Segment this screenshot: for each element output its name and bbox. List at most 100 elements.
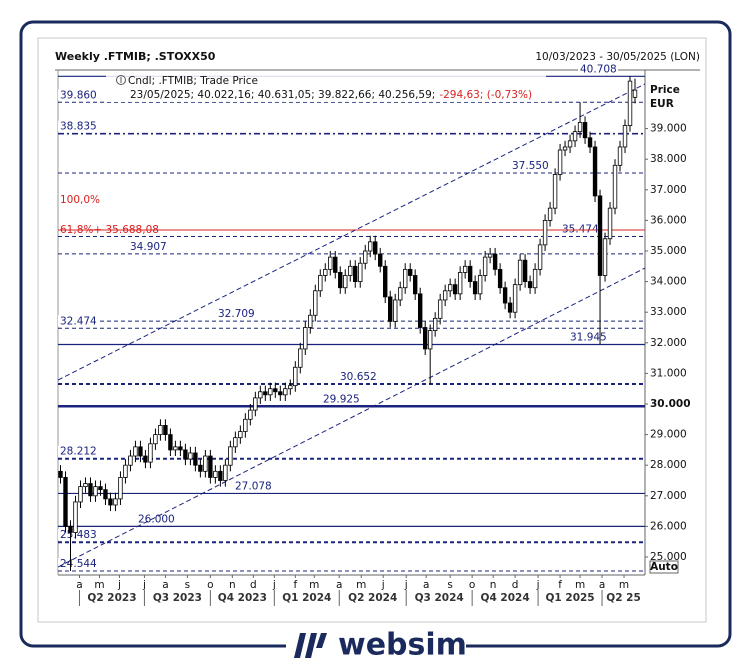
logo-stroke — [305, 633, 317, 658]
level-label: 27.078 — [235, 480, 272, 492]
legend-title: Cndl; .FTMIB; Trade Price — [128, 75, 258, 87]
candle-body — [58, 470, 63, 478]
candle-body — [168, 434, 173, 451]
y-tick-label: 26.000 — [650, 520, 687, 532]
panel — [37, 37, 707, 623]
level-label: 40.708 — [580, 63, 617, 75]
candle-body — [388, 296, 393, 322]
y-tick-label: 27.000 — [650, 490, 687, 502]
candle-body — [442, 290, 448, 301]
y-tick-label: 37.000 — [650, 184, 687, 196]
auto-label[interactable]: Auto — [650, 561, 678, 573]
auto-box[interactable] — [649, 560, 679, 574]
level-label-bg — [338, 371, 378, 383]
x-tick-label: f — [293, 579, 297, 591]
level-label: 28.212 — [60, 446, 97, 458]
candle-body — [477, 275, 483, 295]
x-tick-label: m — [619, 579, 629, 591]
candle-body — [338, 272, 343, 289]
level-label: 24.544 — [60, 558, 97, 570]
candle-body — [507, 302, 513, 313]
candle-body — [228, 446, 233, 466]
candle-body — [432, 317, 438, 331]
candle-body — [348, 265, 353, 276]
candle-body — [278, 391, 283, 396]
trendline — [57, 267, 646, 568]
candle-body — [582, 122, 588, 139]
candle-body — [218, 470, 223, 481]
x-tick-label: a — [162, 579, 168, 591]
candle-body — [363, 250, 368, 264]
candle-body — [268, 388, 273, 396]
level-label: 32.474 — [60, 315, 97, 327]
x-tick-label: d — [512, 579, 519, 591]
candle-body — [447, 284, 453, 292]
x-tick-label: a — [336, 579, 342, 591]
candle-body — [108, 498, 113, 506]
candle-body — [258, 391, 263, 399]
x-tick-label: o — [207, 579, 213, 591]
candle-body — [263, 391, 268, 396]
x-tick-label: m — [575, 579, 585, 591]
candle-body — [393, 299, 398, 322]
level-label: 26.000 — [138, 513, 175, 525]
candle-body — [457, 272, 463, 295]
quarter-label: Q2 2024 — [348, 592, 397, 604]
y-tick-label: 35.000 — [650, 245, 687, 257]
candle-body — [138, 446, 143, 457]
candle-body — [193, 452, 198, 466]
x-tick-label: m — [356, 579, 366, 591]
candle-body — [532, 268, 538, 289]
candle-body — [148, 443, 153, 463]
quarter-label: Q3 2024 — [415, 592, 464, 604]
candle-body — [133, 446, 138, 457]
candle-body — [572, 131, 578, 142]
y-tick-label: 36.000 — [650, 214, 687, 226]
candle-body — [343, 275, 348, 289]
x-tick-label: a — [599, 579, 605, 591]
x-tick-label: s — [185, 579, 190, 591]
quarter-label: Q2 2023 — [87, 592, 136, 604]
legend-change: -294,63; (-0,73%) — [439, 89, 532, 101]
y-tick-label: 31.000 — [650, 367, 687, 379]
x-tick-label: a — [423, 579, 429, 591]
x-tick-label: j — [272, 579, 276, 591]
candle-body — [68, 526, 73, 533]
candle-body — [293, 366, 298, 387]
candle-body — [298, 348, 303, 368]
candle-body — [373, 241, 378, 255]
level-label-bg — [216, 308, 256, 320]
y-tick-label: 38.000 — [650, 153, 687, 165]
level-label: 30.652 — [340, 371, 377, 383]
candle-body — [253, 397, 258, 411]
candle-body — [632, 89, 638, 98]
candle-body — [78, 486, 83, 503]
level-label-bg — [58, 557, 98, 569]
candle-body — [622, 125, 628, 148]
candle-body — [452, 284, 458, 295]
legend-bg — [106, 74, 546, 102]
candle-body — [288, 385, 293, 390]
candle-body — [353, 265, 358, 283]
candle-body — [607, 207, 613, 240]
x-tick-label: n — [490, 579, 497, 591]
candle-body — [517, 259, 523, 286]
x-tick-label: d — [250, 579, 257, 591]
level-label-bg — [128, 240, 168, 252]
candle-body — [63, 477, 68, 527]
quarter-label: Q4 2024 — [481, 592, 530, 604]
legend-icon — [116, 75, 126, 85]
candle-body — [158, 425, 163, 436]
brand-name: websim — [338, 628, 467, 663]
logo-icon — [294, 633, 327, 658]
candle-body — [118, 477, 123, 500]
candle-body — [208, 455, 213, 478]
candle-body — [407, 268, 413, 276]
candle-body — [273, 388, 278, 393]
candle-body — [233, 437, 238, 448]
candle-body — [378, 253, 383, 267]
candle-body — [313, 290, 318, 316]
candle-body — [412, 275, 418, 295]
level-label: 38.835 — [60, 121, 97, 133]
candle-body — [323, 268, 328, 276]
